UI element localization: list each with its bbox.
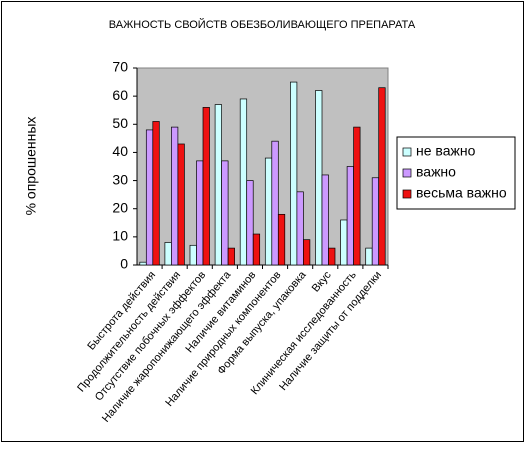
bar (296, 191, 304, 266)
bar (214, 104, 222, 266)
y-tick-label: 60 (112, 87, 128, 103)
bar (145, 129, 154, 266)
y-tick-label: 10 (112, 228, 128, 244)
bar (346, 166, 354, 266)
legend-swatch (402, 147, 412, 157)
bar (164, 242, 172, 266)
bar (264, 157, 273, 266)
bar (290, 81, 298, 266)
bar (202, 107, 210, 266)
bar (189, 244, 197, 266)
bar (340, 219, 348, 266)
bar (177, 143, 185, 266)
bar (315, 90, 323, 266)
legend-label: не важно (416, 143, 476, 159)
legend-box (396, 136, 516, 210)
bar (321, 174, 329, 266)
bar (239, 98, 248, 266)
bar (353, 126, 361, 266)
bar (371, 177, 380, 266)
legend-swatch (402, 168, 412, 178)
bar (328, 247, 336, 266)
bar (139, 261, 147, 266)
bar (152, 121, 160, 266)
legend-label: весьма важно (416, 185, 507, 201)
bar (365, 247, 373, 266)
y-tick-label: 40 (112, 143, 128, 159)
legend-swatch (402, 189, 412, 199)
bar (196, 160, 204, 266)
bar (227, 247, 235, 266)
y-tick-label: 70 (112, 59, 128, 75)
bar (378, 87, 386, 266)
legend-label: важно (416, 164, 456, 180)
y-tick-label: 30 (112, 171, 128, 187)
y-tick-label: 0 (120, 256, 128, 272)
bar (221, 160, 229, 266)
y-tick-label: 50 (112, 115, 128, 131)
chart-title: ВАЖНОСТЬ СВОЙСТВ ОБЕЗБОЛИВАЮЩЕГО ПРЕПАРА… (109, 18, 416, 31)
bar (171, 126, 179, 266)
bar (303, 239, 311, 266)
bar (252, 233, 261, 266)
bar (271, 140, 279, 266)
y-tick-label: 20 (112, 199, 128, 215)
bar (277, 213, 286, 266)
y-axis-label: % опрошенных (23, 117, 39, 216)
bar (246, 180, 254, 266)
